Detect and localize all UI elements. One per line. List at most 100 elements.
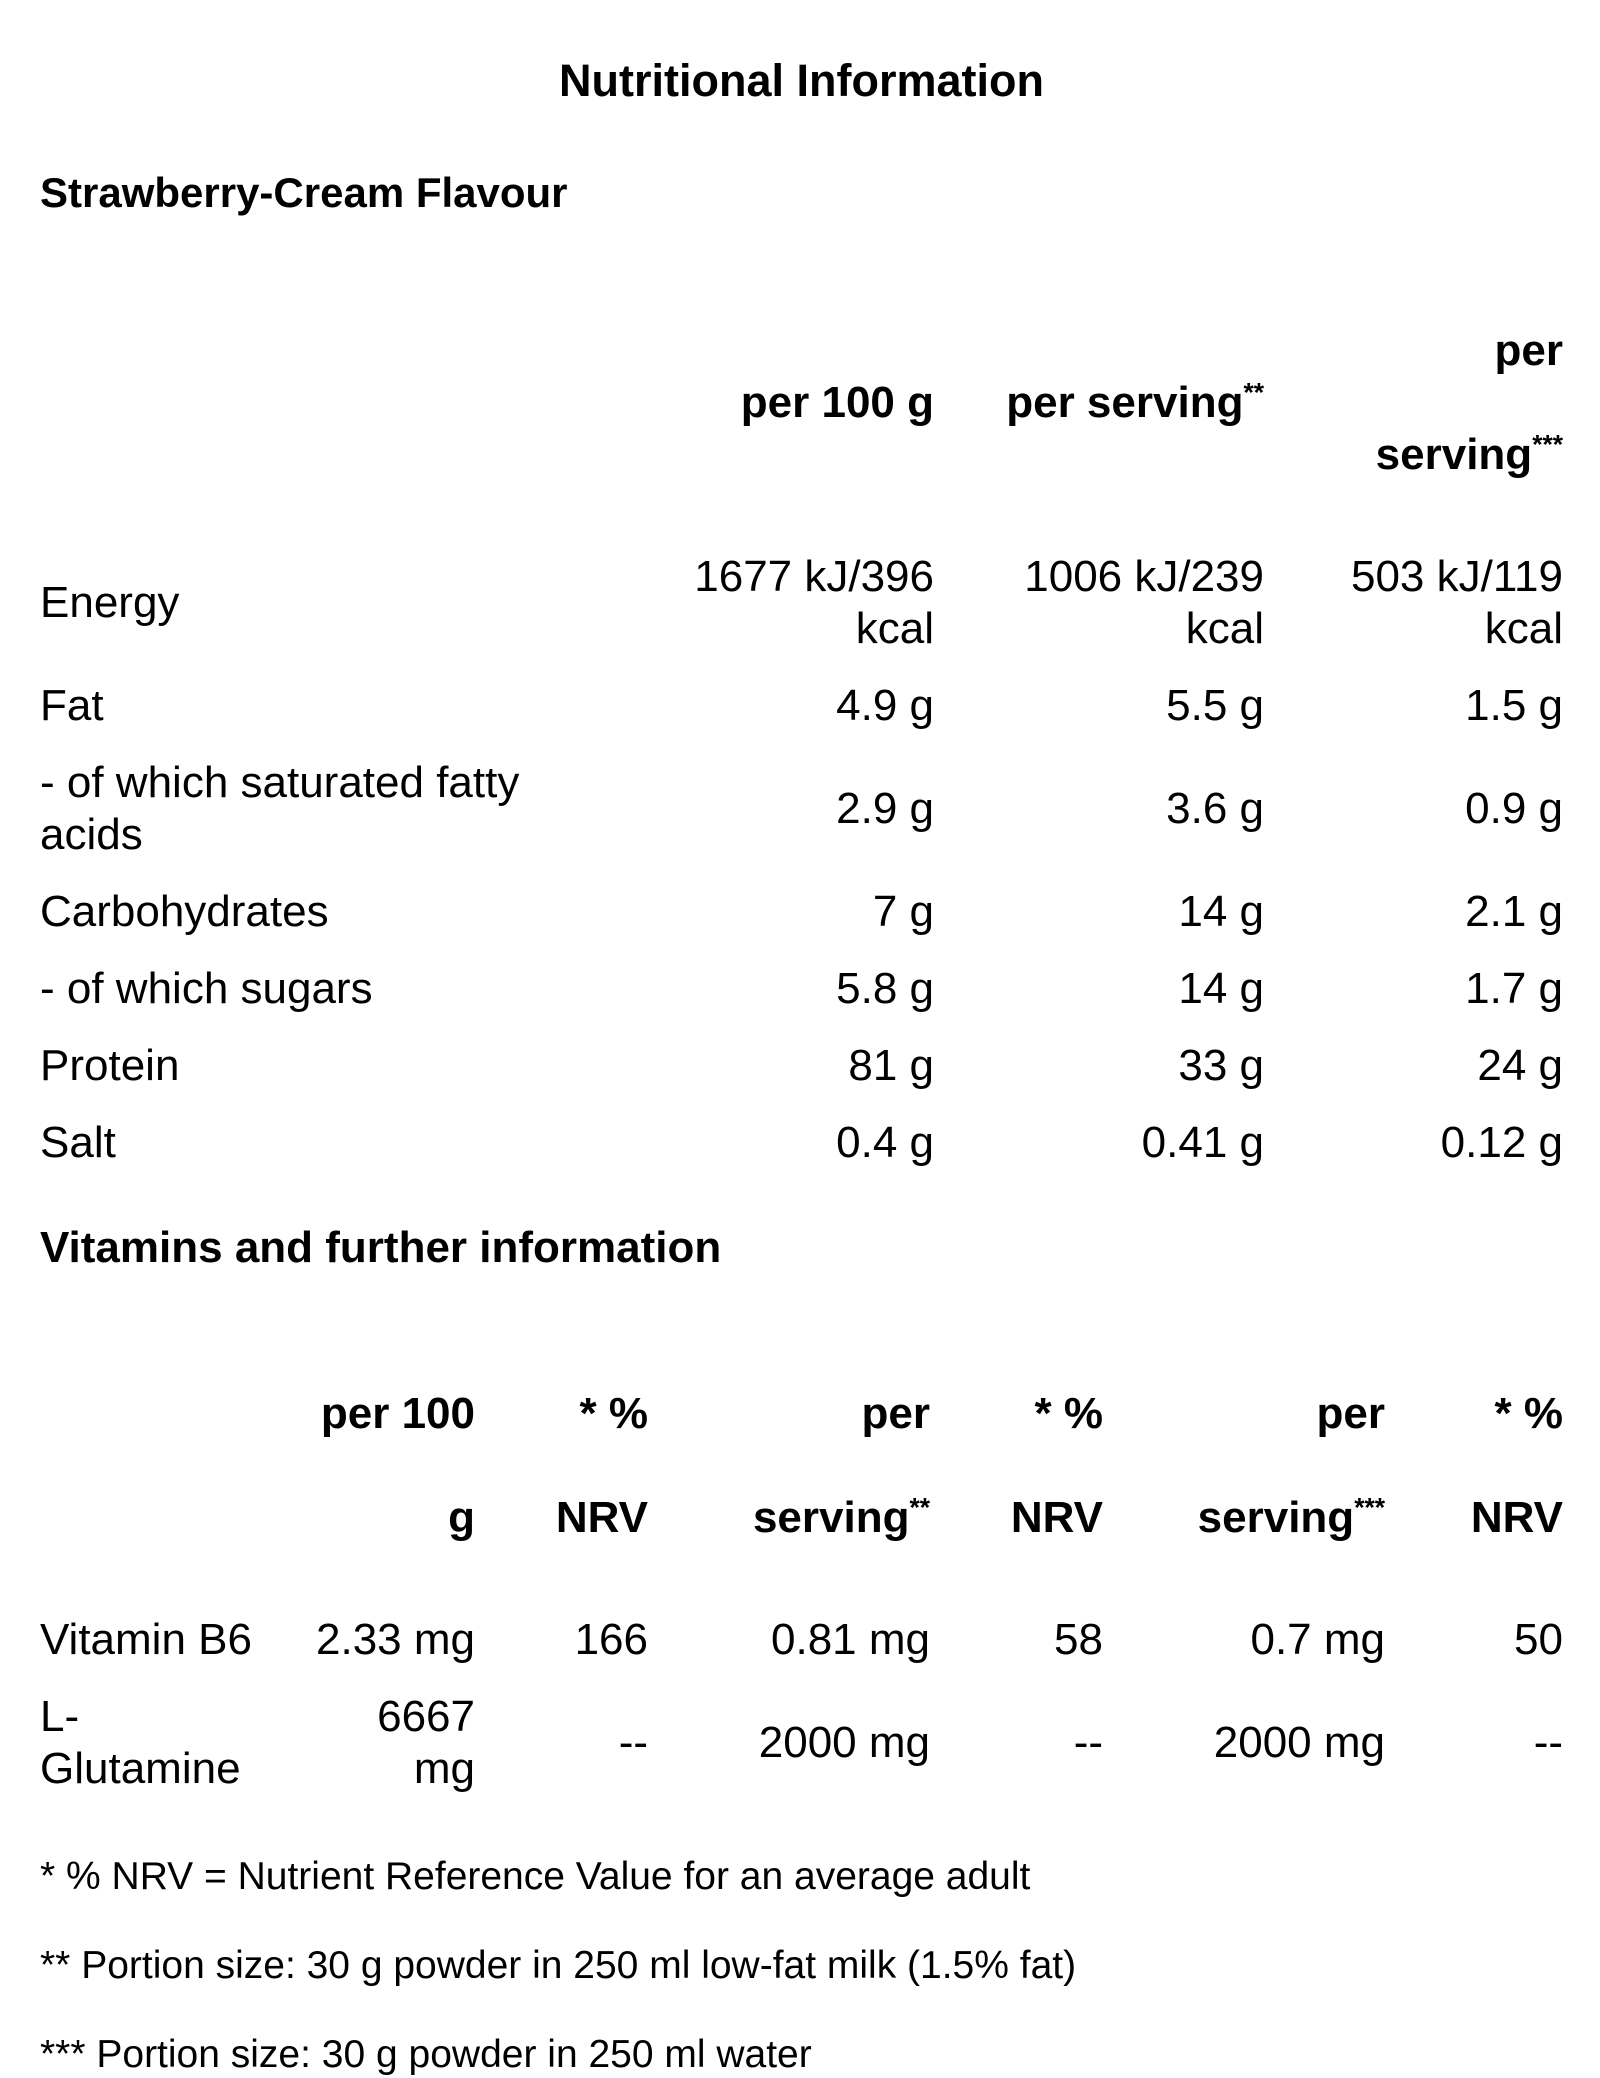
- row-label: Fat: [40, 681, 104, 730]
- vitamins-header-nrv-1: * % NRV: [475, 1336, 648, 1602]
- value-per-serving-milk: 0.41 g: [1141, 1118, 1264, 1167]
- header-text: * %: [579, 1389, 648, 1438]
- value-per-serving-water: 1.7 g: [1465, 964, 1563, 1013]
- header-line-1: per: [1103, 1388, 1385, 1440]
- nutrition-header-per-serving-milk: per serving**: [934, 273, 1264, 539]
- table-row-salt: Salt 0.4 g 0.41 g 0.12 g: [40, 1105, 1563, 1182]
- header-text: g: [448, 1493, 475, 1542]
- value-per-serving-water: 0.7 mg: [1250, 1615, 1385, 1664]
- header-text: per serving: [1006, 378, 1244, 427]
- header-line-2: NRV: [475, 1492, 648, 1544]
- footnote-marker: ***: [1354, 1492, 1385, 1523]
- value-per-100g: 2.9 g: [836, 784, 934, 833]
- value-nrv-1: --: [618, 1718, 648, 1767]
- header-line-1: * %: [930, 1388, 1103, 1440]
- table-row-fat: Fat 4.9 g 5.5 g 1.5 g: [40, 668, 1563, 745]
- header-text: NRV: [555, 1493, 648, 1542]
- value-per-serving-water: 0.9 g: [1465, 784, 1563, 833]
- value-per-100g: 5.8 g: [836, 964, 934, 1013]
- row-label: Vitamin B6: [40, 1615, 252, 1664]
- value-per-serving-milk: 2000 mg: [758, 1718, 930, 1767]
- vitamins-section-heading: Vitamins and further information: [40, 1223, 722, 1272]
- header-text: per 100 g: [740, 378, 934, 427]
- footnote-marker: **: [909, 1492, 930, 1523]
- value-per-100g: 81 g: [848, 1041, 934, 1090]
- value-nrv-2: --: [1073, 1718, 1103, 1767]
- header-line-1: per: [648, 1388, 930, 1440]
- vitamins-header-nrv-3: * % NRV: [1385, 1336, 1563, 1602]
- vitamins-table-header-row: per 100 g * % NRV per serving** * % NRV …: [40, 1336, 1563, 1602]
- header-line-1: per: [1264, 325, 1563, 377]
- row-label: Carbohydrates: [40, 887, 329, 936]
- header-text: * %: [1034, 1389, 1103, 1438]
- vitamins-header-blank: [40, 1336, 310, 1602]
- value-per-serving-milk: 5.5 g: [1166, 681, 1264, 730]
- footnote-marker: **: [1243, 377, 1264, 408]
- header-text: * %: [1494, 1389, 1563, 1438]
- value-per-serving-milk: 0.81 mg: [771, 1615, 930, 1664]
- value-per-serving-milk: 14 g: [1178, 887, 1264, 936]
- value-per-serving-water: 0.12 g: [1440, 1118, 1563, 1167]
- row-label: Protein: [40, 1041, 180, 1090]
- header-text: NRV: [1010, 1493, 1103, 1542]
- header-line-2: serving**: [648, 1492, 930, 1544]
- table-row-carbohydrates: Carbohydrates 7 g 14 g 2.1 g: [40, 874, 1563, 951]
- value-per-serving-water: 503 kJ/119 kcal: [1350, 552, 1563, 653]
- page-title: Nutritional Information: [559, 55, 1044, 106]
- row-label: L- Glutamine: [40, 1692, 241, 1793]
- value-nrv-1: 166: [574, 1615, 648, 1664]
- vitamins-header-per-100g: per 100 g: [310, 1336, 475, 1602]
- row-label: - of which saturated fatty acids: [40, 758, 520, 859]
- vitamins-header-nrv-2: * % NRV: [930, 1336, 1103, 1602]
- header-text: NRV: [1470, 1493, 1563, 1542]
- value-per-100g: 7 g: [872, 887, 934, 936]
- row-label: - of which sugars: [40, 964, 373, 1013]
- value-per-serving-milk: 14 g: [1178, 964, 1264, 1013]
- table-row-saturated-fat: - of which saturated fatty acids 2.9 g 3…: [40, 745, 1563, 874]
- table-row-vitamin-b6: Vitamin B6 2.33 mg 166 0.81 mg 58 0.7 mg…: [40, 1602, 1563, 1679]
- vitamins-header-per-serving-water: per serving***: [1103, 1336, 1385, 1602]
- header-text: serving: [752, 1493, 910, 1542]
- header-line-2: serving***: [1264, 429, 1563, 481]
- nutrition-header-per-100g: per 100 g: [564, 273, 934, 539]
- header-text: per: [1494, 326, 1563, 375]
- table-row-l-glutamine: L- Glutamine 6667 mg -- 2000 mg -- 2000 …: [40, 1679, 1563, 1808]
- header-text: serving: [1197, 1493, 1355, 1542]
- value-per-serving-water: 2000 mg: [1213, 1718, 1385, 1767]
- header-line-1: per 100: [310, 1388, 475, 1440]
- nutrition-header-blank: [40, 273, 564, 539]
- value-per-100g: 0.4 g: [836, 1118, 934, 1167]
- header-text: per: [861, 1389, 930, 1438]
- footnote-marker: ***: [1532, 429, 1563, 460]
- header-line-1: * %: [475, 1388, 648, 1440]
- row-label: Energy: [40, 578, 180, 627]
- footnote-nrv: * % NRV = Nutrient Reference Value for a…: [40, 1855, 1031, 1898]
- footnote-portion-water: *** Portion size: 30 g powder in 250 ml …: [40, 2033, 812, 2076]
- header-text: serving: [1375, 430, 1533, 479]
- header-line-2: serving***: [1103, 1492, 1385, 1544]
- value-nrv-3: 50: [1514, 1615, 1563, 1664]
- table-row-protein: Protein 81 g 33 g 24 g: [40, 1028, 1563, 1105]
- footnote-portion-milk: ** Portion size: 30 g powder in 250 ml l…: [40, 1944, 1077, 1987]
- header-line-1: * %: [1385, 1388, 1563, 1440]
- value-per-serving-milk: 3.6 g: [1166, 784, 1264, 833]
- value-nrv-3: --: [1533, 1718, 1563, 1767]
- value-per-serving-water: 2.1 g: [1465, 887, 1563, 936]
- value-per-serving-milk: 1006 kJ/239 kcal: [1024, 552, 1264, 653]
- header-line-2: g: [310, 1492, 475, 1544]
- nutrition-header-per-serving-water: per serving***: [1264, 273, 1563, 539]
- value-per-serving-water: 24 g: [1477, 1041, 1563, 1090]
- row-label: Salt: [40, 1118, 116, 1167]
- value-per-serving-water: 1.5 g: [1465, 681, 1563, 730]
- value-per-serving-milk: 33 g: [1178, 1041, 1264, 1090]
- value-per-100g: 4.9 g: [836, 681, 934, 730]
- nutrition-table-header-row: per 100 g per serving** per serving***: [40, 273, 1563, 539]
- header-line-2: NRV: [1385, 1492, 1563, 1544]
- table-row-sugars: - of which sugars 5.8 g 14 g 1.7 g: [40, 951, 1563, 1028]
- header-line-2: NRV: [930, 1492, 1103, 1544]
- header-text: per: [1316, 1389, 1385, 1438]
- value-per-100g: 6667 mg: [377, 1692, 475, 1793]
- value-nrv-2: 58: [1054, 1615, 1103, 1664]
- flavour-subtitle: Strawberry-Cream Flavour: [40, 169, 568, 216]
- table-row-energy: Energy 1677 kJ/396 kcal 1006 kJ/239 kcal…: [40, 539, 1563, 668]
